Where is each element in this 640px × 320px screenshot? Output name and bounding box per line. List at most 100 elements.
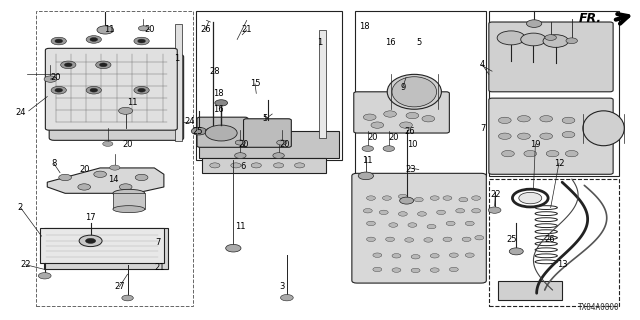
Circle shape xyxy=(449,267,458,272)
Text: 11: 11 xyxy=(362,156,373,164)
Text: 16: 16 xyxy=(212,105,223,114)
Circle shape xyxy=(55,39,63,43)
Circle shape xyxy=(44,76,57,82)
Circle shape xyxy=(119,184,132,190)
Text: 5: 5 xyxy=(416,38,421,47)
Circle shape xyxy=(78,184,91,190)
Text: 20: 20 xyxy=(122,140,133,148)
Circle shape xyxy=(509,248,524,255)
Circle shape xyxy=(499,133,511,140)
Circle shape xyxy=(65,63,72,67)
Text: 20: 20 xyxy=(238,140,249,148)
Text: 15: 15 xyxy=(250,79,260,88)
Bar xyxy=(499,281,562,300)
Circle shape xyxy=(273,163,284,168)
Ellipse shape xyxy=(113,189,145,197)
Text: 18: 18 xyxy=(212,89,223,98)
Bar xyxy=(113,193,145,209)
Circle shape xyxy=(226,244,241,252)
Circle shape xyxy=(527,20,541,28)
Circle shape xyxy=(51,86,67,94)
Text: 7: 7 xyxy=(480,124,485,133)
Circle shape xyxy=(411,268,420,273)
Text: 8: 8 xyxy=(51,159,56,168)
Circle shape xyxy=(462,237,471,242)
Text: 23: 23 xyxy=(406,165,417,174)
Circle shape xyxy=(38,273,51,279)
Text: 24: 24 xyxy=(15,108,26,117)
Circle shape xyxy=(191,127,207,135)
Circle shape xyxy=(205,125,237,141)
Circle shape xyxy=(446,221,455,226)
Text: TX84A0800: TX84A0800 xyxy=(578,303,620,312)
Bar xyxy=(196,11,342,160)
Text: 22: 22 xyxy=(490,190,500,199)
Circle shape xyxy=(97,26,113,34)
Circle shape xyxy=(367,237,376,242)
Ellipse shape xyxy=(113,206,145,213)
Text: 27: 27 xyxy=(114,282,125,292)
Circle shape xyxy=(51,37,67,45)
FancyBboxPatch shape xyxy=(489,22,613,92)
Circle shape xyxy=(545,35,556,40)
Circle shape xyxy=(465,253,474,257)
Bar xyxy=(40,228,164,263)
Circle shape xyxy=(524,150,537,157)
Text: 18: 18 xyxy=(359,22,370,31)
Ellipse shape xyxy=(583,111,624,146)
Circle shape xyxy=(389,223,397,227)
Circle shape xyxy=(138,88,145,92)
Text: 5: 5 xyxy=(262,114,267,123)
Circle shape xyxy=(273,153,284,158)
Circle shape xyxy=(519,192,541,204)
Text: 22: 22 xyxy=(20,260,31,269)
Circle shape xyxy=(497,31,525,45)
Text: 11: 11 xyxy=(104,25,115,35)
Text: 17: 17 xyxy=(85,212,96,222)
Circle shape xyxy=(518,116,531,122)
Circle shape xyxy=(205,128,221,135)
Circle shape xyxy=(386,237,394,242)
Text: 16: 16 xyxy=(385,38,396,47)
Circle shape xyxy=(392,268,401,272)
Circle shape xyxy=(367,221,376,226)
Circle shape xyxy=(384,111,396,117)
Bar xyxy=(489,179,620,306)
Circle shape xyxy=(231,163,241,168)
FancyBboxPatch shape xyxy=(197,117,248,147)
Bar xyxy=(199,132,339,158)
Circle shape xyxy=(443,196,452,200)
Text: 13: 13 xyxy=(557,260,568,269)
Circle shape xyxy=(540,133,552,140)
Circle shape xyxy=(94,171,106,178)
Bar xyxy=(202,158,326,173)
Circle shape xyxy=(430,196,439,200)
Bar xyxy=(319,30,326,138)
Text: 19: 19 xyxy=(530,140,541,148)
Circle shape xyxy=(456,209,465,213)
Circle shape xyxy=(399,197,413,204)
Circle shape xyxy=(90,37,98,41)
Text: 26: 26 xyxy=(544,235,555,244)
Circle shape xyxy=(364,114,376,120)
Text: 25: 25 xyxy=(506,235,516,244)
Text: 1: 1 xyxy=(174,54,179,63)
Circle shape xyxy=(472,196,481,200)
Bar xyxy=(489,11,620,176)
Text: 3: 3 xyxy=(279,282,284,292)
Circle shape xyxy=(134,37,149,45)
Circle shape xyxy=(371,122,384,128)
Circle shape xyxy=(118,107,132,114)
Circle shape xyxy=(411,254,420,259)
Text: 11: 11 xyxy=(127,99,137,108)
Text: 21: 21 xyxy=(154,263,164,272)
Text: 28: 28 xyxy=(209,67,220,76)
Ellipse shape xyxy=(387,74,442,109)
Text: 24: 24 xyxy=(184,117,195,126)
FancyBboxPatch shape xyxy=(352,173,486,283)
FancyBboxPatch shape xyxy=(244,119,291,147)
Circle shape xyxy=(210,163,220,168)
Circle shape xyxy=(436,210,445,215)
FancyBboxPatch shape xyxy=(45,48,177,130)
Circle shape xyxy=(565,150,578,157)
